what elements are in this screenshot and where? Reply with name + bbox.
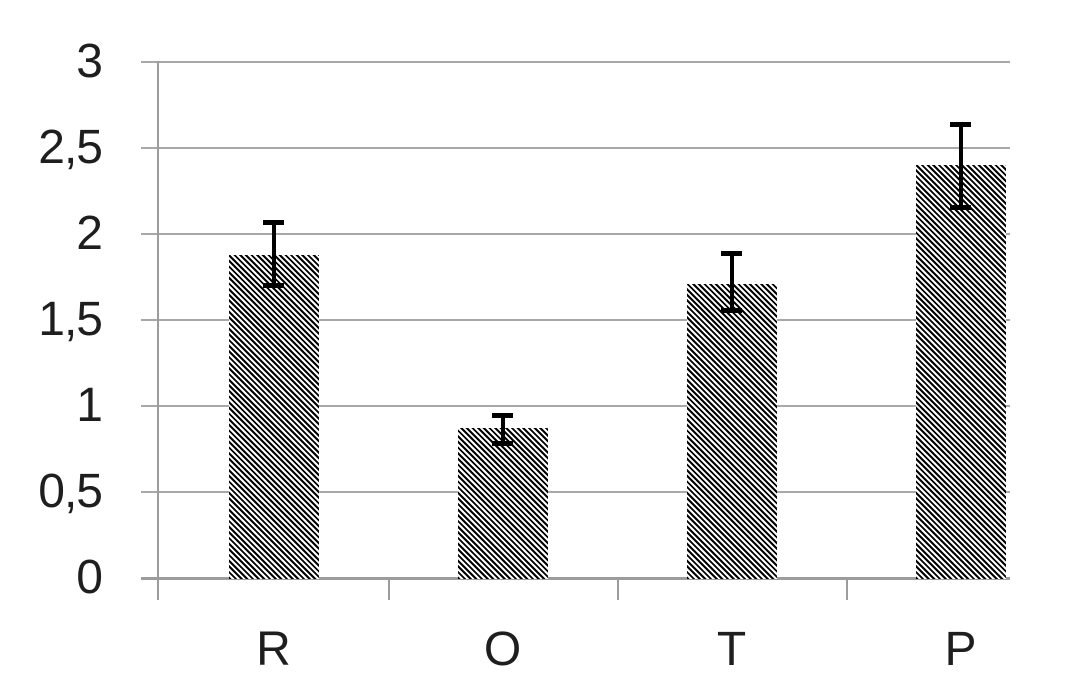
error-bar-cap-bottom-T	[721, 308, 742, 314]
x-axis-line	[141, 577, 1010, 580]
y-axis-tick-label: 2,5	[38, 121, 103, 174]
y-axis-tick-label: 1,5	[38, 293, 103, 346]
bar-P	[915, 165, 1006, 579]
y-axis-tick-label: 1	[76, 379, 103, 432]
x-axis-category-label-R: R	[256, 623, 291, 676]
x-axis-category-label-T: T	[716, 623, 747, 676]
x-axis-category-label-O: O	[483, 623, 522, 676]
bar-O	[457, 428, 548, 579]
error-bar-cap-bottom-R	[263, 282, 284, 288]
gridline-2	[141, 233, 1010, 235]
gridline-0,5	[141, 491, 1010, 493]
error-bar-T	[729, 252, 734, 312]
gridline-2,5	[141, 147, 1010, 149]
x-axis-tick	[617, 578, 619, 600]
error-bar-P	[958, 123, 963, 209]
error-bar-cap-top-R	[263, 219, 284, 225]
x-axis-category-label-P: P	[944, 623, 977, 676]
x-axis-tick	[388, 578, 390, 600]
error-bar-R	[271, 221, 276, 286]
y-axis-tick-label: 3	[76, 35, 103, 88]
error-bar-cap-bottom-O	[492, 440, 513, 446]
gridline-1	[141, 405, 1010, 407]
error-bar-cap-top-O	[492, 412, 513, 418]
y-axis-tick-label: 0,5	[38, 465, 103, 518]
gridline-1,5	[141, 319, 1010, 321]
error-bar-O	[500, 414, 505, 444]
error-bar-cap-top-T	[721, 250, 742, 256]
bar-R	[228, 254, 319, 579]
y-axis-tick-label: 2	[76, 207, 103, 260]
y-axis-line	[157, 61, 159, 600]
error-bar-cap-top-P	[950, 121, 971, 127]
x-axis-tick	[846, 578, 848, 600]
y-axis-tick-label: 0	[76, 551, 103, 604]
gridline-3	[141, 61, 1010, 63]
bar-T	[686, 283, 777, 579]
error-bar-cap-bottom-P	[950, 205, 971, 211]
